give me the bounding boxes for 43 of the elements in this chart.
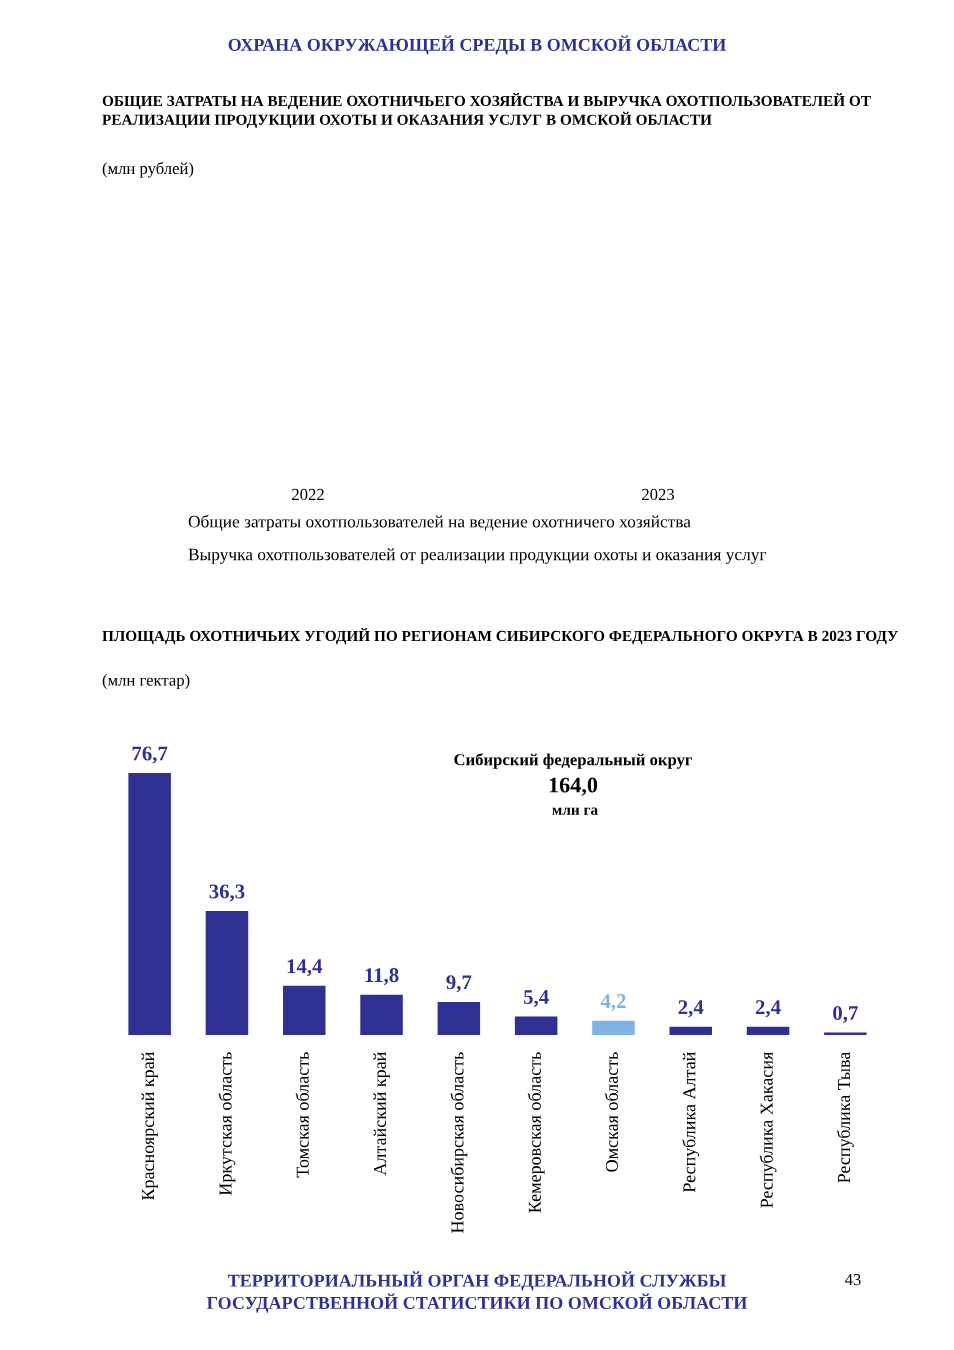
x-tick-label: Новосибирская область [450, 1052, 468, 1233]
chart-title: ПЛОЩАДЬ ОХОТНИЧЬИХ УГОДИЙ ПО РЕГИОНАМ СИБИРСКОГО ФЕДЕРАЛЬНОГО ОКРУГА В 2023 ГОДУ [102, 628, 899, 645]
data-label: 11,8 [365, 968, 399, 986]
bar [746, 1026, 790, 1035]
data-label: 2,4 [755, 1000, 781, 1018]
bar [514, 1016, 558, 1035]
data-label: 0,7 [833, 1005, 858, 1024]
data-label: 76,7 [132, 746, 168, 764]
bar [128, 773, 171, 1035]
category-label: 2022 [292, 488, 324, 501]
annotation: 164,0 [549, 777, 598, 796]
data-label: 5,4 [523, 990, 549, 1008]
text: Сибирский федеральный округ [454, 753, 693, 769]
x-tick-label: Омская область [604, 1052, 618, 1172]
bar [437, 1001, 481, 1035]
data-label: 36,3 [209, 884, 245, 902]
text: ОБЩИЕ ЗАТРАТЫ НА ВЕДЕНИЕ ОХОТНИЧЬЕГО ХОЗЯЙСТВА И ВЫРУЧКА ОХОТПОЛЬЗОВАТЕЛЕЙ ОТ РЕАЛИЗАЦИИ ПРОДУКЦИИ ОХОТЫ И ОКАЗАНИЯ УСЛУГ В ОМСКОЙ ОБЛАСТИ [102, 93, 871, 129]
chart-subtitle: (млн гектар) [102, 674, 190, 690]
bar [360, 994, 403, 1035]
data-label: 9,7 [446, 975, 472, 993]
text: 43 [844, 1273, 861, 1286]
category-label: 2023 [642, 488, 675, 501]
x-tick-label: Республика Алтай [682, 1052, 700, 1193]
data-label: 14,4 [287, 959, 323, 977]
text: ОХРАНА ОКРУЖАЮЩЕЙ СРЕДЫ В ОМСКОЙ ОБЛАСТИ [228, 35, 727, 55]
bar [592, 1020, 635, 1035]
x-tick-label: Кемеровская область [527, 1052, 545, 1213]
data-label: 2,4 [678, 1000, 704, 1018]
x-tick-label: Алтайский край [373, 1052, 390, 1176]
bar [669, 1026, 713, 1035]
text: Выручка охотпользователей от реализации продукции охоты и оказания услуг [188, 548, 767, 564]
bar [205, 911, 249, 1035]
x-tick-label: Иркутская область [218, 1052, 236, 1196]
x-tick-label: Республика Тыва [836, 1051, 854, 1183]
x-tick-label: Томская область [295, 1052, 309, 1178]
text: (млн рублей) [102, 162, 194, 178]
data-label: 4,2 [600, 994, 626, 1012]
x-tick-label: Республика Хакасия [759, 1052, 777, 1208]
annotation: млн га [552, 807, 598, 815]
x-tick-label: Красноярский край [141, 1052, 158, 1201]
bar [282, 985, 326, 1035]
text: ТЕРРИТОРИАЛЬНЫЙ ОРГАН ФЕДЕРАЛЬНОЙ СЛУЖБЫ ГОСУДАРСТВЕННОЙ СТАТИСТИКИ ПО ОМСКОЙ ОБЛАСТИ [206, 1271, 748, 1313]
text: Общие затраты охотпользователей на ведение охотничего хозяйства [188, 514, 691, 532]
